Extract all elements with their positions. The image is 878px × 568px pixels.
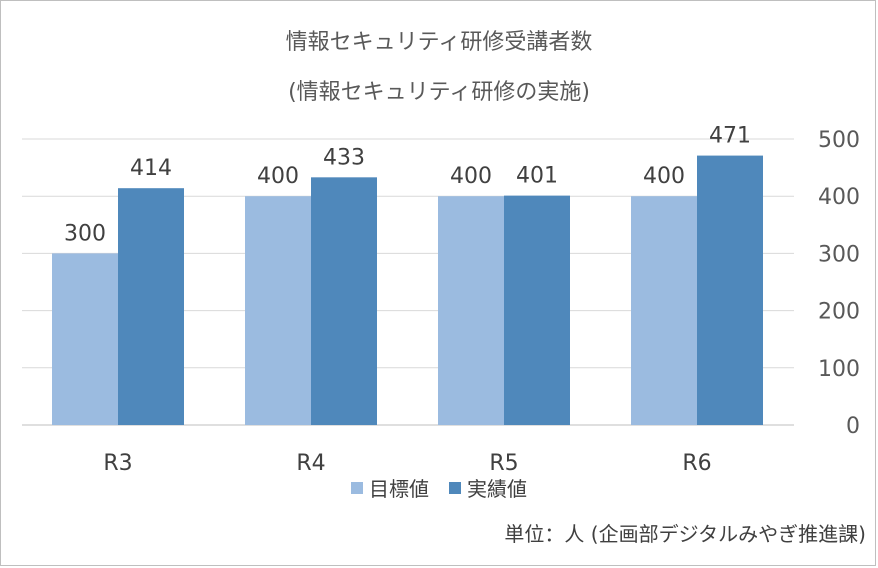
bar-target-r4: [245, 196, 311, 425]
x-tick-label: R4: [296, 451, 325, 476]
legend: 目標値 実績値: [0, 473, 878, 502]
y-tick-label: 300: [818, 242, 860, 267]
legend-item-actual: 実績値: [449, 473, 527, 502]
y-tick-label: 500: [818, 128, 860, 153]
data-label: 400: [257, 164, 299, 189]
y-tick-label: 400: [818, 185, 860, 210]
y-tick-label: 100: [818, 357, 860, 382]
chart-subtitle: (情報セキュリティ研修の実施): [288, 80, 590, 105]
bar-target-r3: [52, 253, 118, 425]
x-tick-label: R3: [103, 451, 132, 476]
bar-actual-r5: [504, 195, 570, 425]
footnote: 単位：人 (企画部デジタルみやぎ推進課): [504, 522, 866, 546]
y-tick-label: 0: [846, 414, 860, 439]
bar-target-r5: [438, 196, 504, 425]
legend-swatch-target: [351, 481, 363, 494]
y-tick-label: 200: [818, 300, 860, 325]
data-label: 471: [709, 124, 751, 149]
chart-title: 情報セキュリティ研修受講者数: [285, 30, 593, 55]
bar-target-r6: [631, 196, 697, 425]
x-tick-label: R6: [682, 451, 711, 476]
data-label: 400: [450, 164, 492, 189]
legend-item-target: 目標値: [351, 473, 429, 502]
data-label: 401: [516, 164, 558, 189]
legend-label-actual: 実績値: [467, 477, 527, 501]
legend-label-target: 目標値: [369, 477, 429, 501]
legend-swatch-actual: [449, 481, 461, 494]
data-label: 433: [323, 145, 365, 170]
data-label: 414: [130, 156, 172, 181]
x-tick-label: R5: [489, 451, 518, 476]
data-label: 400: [643, 164, 685, 189]
bar-actual-r3: [118, 188, 184, 425]
bar-actual-r4: [311, 177, 377, 425]
bar-actual-r6: [697, 155, 763, 425]
data-label: 300: [64, 221, 106, 246]
